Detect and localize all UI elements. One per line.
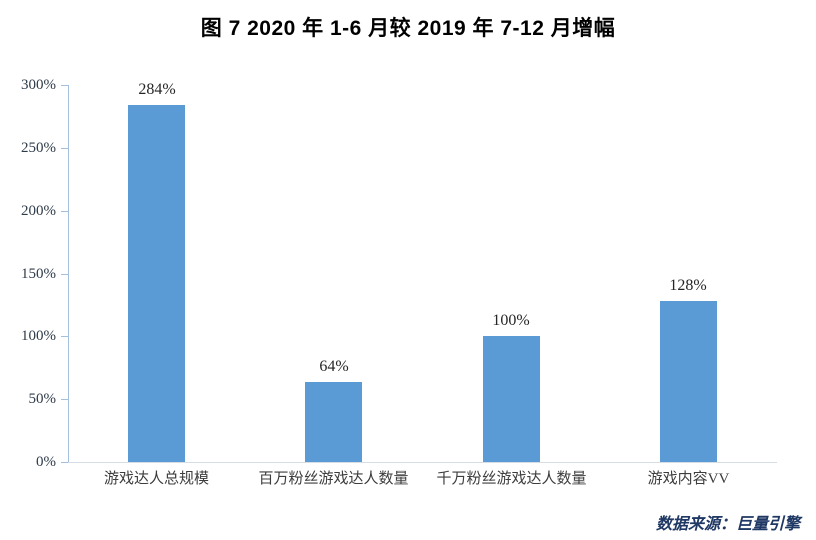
y-tick-label: 250% [21, 139, 56, 156]
y-tick-mark [61, 273, 68, 275]
bar [660, 301, 717, 462]
bar-value-label: 284% [138, 81, 176, 98]
y-tick-mark [61, 336, 68, 338]
data-source-caption: 数据来源：巨量引擎 [655, 516, 800, 533]
y-tick-label: 200% [21, 202, 56, 219]
bar [483, 336, 540, 462]
x-category-label: 游戏达人总规模 [103, 471, 209, 487]
y-tick-mark [61, 85, 68, 86]
bar [305, 382, 362, 462]
y-tick-label: 0% [36, 454, 56, 470]
x-category-label: 游戏内容VV [647, 471, 730, 487]
x-axis-line [61, 462, 777, 463]
y-tick-mark [61, 462, 68, 463]
bar-value-label: 128% [669, 277, 707, 294]
y-tick-label: 50% [28, 391, 57, 408]
y-tick-mark [61, 399, 68, 401]
y-axis-line [68, 85, 69, 462]
y-tick-label: 100% [21, 328, 56, 345]
y-tick-mark [61, 210, 68, 212]
y-tick-mark [61, 147, 68, 149]
y-tick-label: 150% [21, 265, 56, 282]
bar-value-label: 64% [319, 358, 349, 375]
x-category-label: 百万粉丝游戏达人数量 [258, 471, 409, 487]
bar-value-label: 100% [492, 312, 530, 329]
x-category-label: 千万粉丝游戏达人数量 [436, 471, 587, 487]
bar [128, 105, 185, 462]
y-tick-label: 300% [21, 77, 56, 93]
chart-title: 图 7 2020 年 1-6 月较 2019 年 7-12 月增幅 [200, 17, 616, 40]
